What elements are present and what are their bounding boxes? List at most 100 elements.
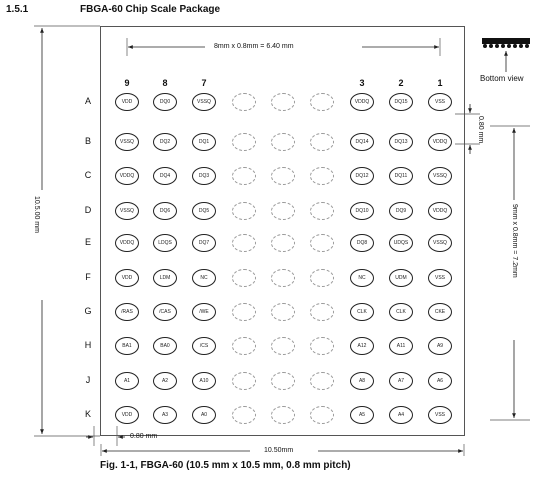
- row-label: G: [84, 306, 92, 316]
- solder-ball: UDQS: [389, 234, 413, 252]
- solder-ball: VSS: [428, 93, 452, 111]
- solder-ball: VSS: [428, 406, 452, 424]
- solder-ball: DQ3: [192, 167, 216, 185]
- empty-ball: [271, 133, 295, 151]
- column-label: 7: [201, 78, 207, 88]
- solder-ball: /WE: [192, 303, 216, 321]
- empty-ball: [232, 202, 256, 220]
- empty-ball: [232, 133, 256, 151]
- solder-ball: DQ2: [153, 133, 177, 151]
- empty-ball: [232, 303, 256, 321]
- solder-ball: A10: [192, 372, 216, 390]
- top-dimension-label: 8mm x 0.8mm = 6.40 mm: [212, 43, 296, 50]
- solder-ball: NC: [350, 269, 374, 287]
- row-label: J: [85, 375, 91, 385]
- solder-ball: BA0: [153, 337, 177, 355]
- solder-ball: DQ10: [350, 202, 374, 220]
- empty-ball: [310, 202, 334, 220]
- right-total-label: 9mm x 0.8mm = 7.2mm: [511, 204, 518, 278]
- solder-ball: A9: [428, 337, 452, 355]
- empty-ball: [310, 406, 334, 424]
- solder-ball: A7: [389, 372, 413, 390]
- solder-ball: DQ13: [389, 133, 413, 151]
- empty-ball: [310, 93, 334, 111]
- empty-ball: [232, 234, 256, 252]
- empty-ball: [232, 372, 256, 390]
- row-label: A: [84, 96, 91, 106]
- empty-ball: [310, 372, 334, 390]
- column-label: 8: [162, 78, 168, 88]
- solder-ball: DQ0: [153, 93, 177, 111]
- solder-ball: VSSQ: [192, 93, 216, 111]
- solder-ball: /CS: [192, 337, 216, 355]
- empty-ball: [271, 406, 295, 424]
- empty-ball: [310, 234, 334, 252]
- solder-ball: LDQS: [153, 234, 177, 252]
- empty-ball: [271, 337, 295, 355]
- solder-ball: VDD: [115, 93, 139, 111]
- solder-ball: DQ12: [350, 167, 374, 185]
- solder-ball: VSSQ: [115, 202, 139, 220]
- solder-ball: A0: [192, 406, 216, 424]
- empty-ball: [271, 234, 295, 252]
- solder-ball: VDDQ: [115, 234, 139, 252]
- solder-ball: VSS: [428, 269, 452, 287]
- solder-ball: DQ8: [350, 234, 374, 252]
- package-outline: [100, 26, 465, 436]
- solder-ball: A2: [153, 372, 177, 390]
- row-label: B: [84, 136, 91, 146]
- solder-ball: /CAS: [153, 303, 177, 321]
- solder-ball: VSSQ: [428, 234, 452, 252]
- column-label: 9: [124, 78, 130, 88]
- solder-ball: A12: [350, 337, 374, 355]
- solder-ball: VSSQ: [428, 167, 452, 185]
- solder-ball: /RAS: [115, 303, 139, 321]
- solder-ball: VDD: [115, 269, 139, 287]
- bottom-pitch-label: 0.80 mm: [130, 433, 158, 440]
- solder-ball: UDM: [389, 269, 413, 287]
- empty-ball: [271, 202, 295, 220]
- solder-ball: VDDQ: [350, 93, 374, 111]
- empty-ball: [271, 372, 295, 390]
- figure-caption: Fig. 1-1, FBGA-60 (10.5 mm x 10.5 mm, 0.…: [100, 460, 351, 471]
- empty-ball: [232, 406, 256, 424]
- left-dimension-label: 10.5.00 mm: [33, 196, 40, 233]
- solder-ball: DQ1: [192, 133, 216, 151]
- section-number: 1.5.1: [6, 4, 29, 15]
- solder-ball: DQ4: [153, 167, 177, 185]
- row-label: F: [85, 272, 91, 282]
- empty-ball: [310, 303, 334, 321]
- empty-ball: [271, 93, 295, 111]
- solder-ball: A6: [428, 372, 452, 390]
- solder-ball: A5: [350, 406, 374, 424]
- empty-ball: [232, 93, 256, 111]
- solder-ball: VDD: [115, 406, 139, 424]
- solder-ball: A1: [115, 372, 139, 390]
- solder-ball: A3: [153, 406, 177, 424]
- solder-ball: LDM: [153, 269, 177, 287]
- solder-ball: A4: [389, 406, 413, 424]
- solder-ball: VDDQ: [115, 167, 139, 185]
- empty-ball: [271, 303, 295, 321]
- chip-side-icon: [482, 38, 530, 44]
- row-label: D: [84, 205, 92, 215]
- solder-ball: CLK: [350, 303, 374, 321]
- empty-ball: [271, 167, 295, 185]
- solder-ball: A11: [389, 337, 413, 355]
- row-label: E: [84, 237, 91, 247]
- solder-ball: DQ9: [389, 202, 413, 220]
- row-label: K: [84, 409, 91, 419]
- solder-ball: DQ11: [389, 167, 413, 185]
- solder-ball: A8: [350, 372, 374, 390]
- bottom-total-label: 10.50mm: [262, 447, 296, 454]
- solder-ball: NC: [192, 269, 216, 287]
- solder-ball: BA1: [115, 337, 139, 355]
- solder-ball: DQ15: [389, 93, 413, 111]
- solder-ball: DQ14: [350, 133, 374, 151]
- empty-ball: [232, 167, 256, 185]
- column-label: 2: [398, 78, 404, 88]
- right-pitch-label: 0.80 mm: [477, 116, 484, 144]
- empty-ball: [310, 133, 334, 151]
- solder-ball: CLK: [389, 303, 413, 321]
